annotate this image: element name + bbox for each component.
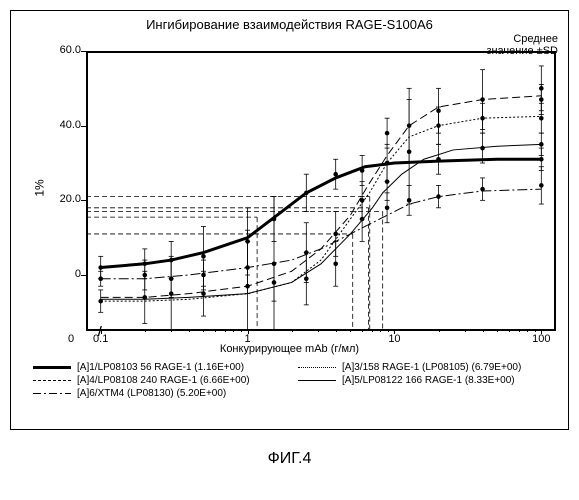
y-tick-mark bbox=[81, 200, 86, 201]
x-tick-mark bbox=[248, 329, 249, 334]
x-minor-tick bbox=[388, 329, 389, 332]
x-minor-tick bbox=[233, 329, 234, 332]
y-tick-mark bbox=[81, 126, 86, 127]
legend-row: [A]1/LP08103 56 RAGE-1 (1.16E+00) [A]3/15… bbox=[33, 361, 557, 374]
x-minor-tick bbox=[171, 329, 172, 332]
y-tick-label: 60.0 bbox=[51, 44, 81, 56]
legend: [A]1/LP08103 56 RAGE-1 (1.16E+00) [A]3/15… bbox=[33, 361, 557, 400]
x-minor-tick bbox=[439, 329, 440, 332]
y-tick-label: 20.0 bbox=[51, 193, 81, 205]
legend-row: [A]4/LP08108 240 RAGE-1 (6.66E+00) [A]5/L… bbox=[33, 374, 557, 387]
x-minor-tick bbox=[225, 329, 226, 332]
chart-title: Ингибирование взаимодействия RAGE-S100A6 bbox=[11, 17, 568, 32]
x-minor-tick bbox=[350, 329, 351, 332]
x-minor-tick bbox=[292, 329, 293, 332]
x-minor-tick bbox=[362, 329, 363, 332]
legend-label: [A]4/LP08108 240 RAGE-1 (6.66E+00) bbox=[77, 374, 292, 387]
x-minor-tick bbox=[535, 329, 536, 332]
x-minor-tick bbox=[336, 329, 337, 332]
x-minor-tick bbox=[145, 329, 146, 332]
x-minor-tick bbox=[465, 329, 466, 332]
x-minor-tick bbox=[318, 329, 319, 332]
y-tick-mark bbox=[81, 275, 86, 276]
plot-svg bbox=[86, 51, 556, 331]
legend-row: [A]6/XTM4 (LP08130) (5.20E+00) bbox=[33, 387, 557, 400]
x-tick-mark bbox=[394, 329, 395, 334]
legend-label: [A]3/158 RAGE-1 (LP08105) (6.79E+00) bbox=[342, 361, 557, 374]
chart-frame: Ингибирование взаимодействия RAGE-S100A6… bbox=[10, 10, 569, 430]
x-minor-tick bbox=[203, 329, 204, 332]
x-tick-mark bbox=[541, 329, 542, 334]
figure-label: ФИГ.4 bbox=[0, 450, 579, 468]
x-minor-tick bbox=[372, 329, 373, 332]
y-tick-label: 40.0 bbox=[51, 119, 81, 131]
x-minor-tick bbox=[189, 329, 190, 332]
legend-label: [A]5/LP08122 166 RAGE-1 (8.33E+00) bbox=[342, 374, 557, 387]
x-minor-tick bbox=[519, 329, 520, 332]
legend-label: [A]6/XTM4 (LP08130) (5.20E+00) bbox=[77, 387, 292, 400]
x-tick-mark bbox=[101, 329, 102, 334]
legend-label: [A]1/LP08103 56 RAGE-1 (1.16E+00) bbox=[77, 361, 292, 374]
x-axis-label: Конкурирующее mAb (г/мл) bbox=[11, 343, 568, 355]
y-tick-label: 0 bbox=[51, 268, 81, 280]
x-minor-tick bbox=[527, 329, 528, 332]
x-minor-tick bbox=[215, 329, 216, 332]
x-minor-tick bbox=[483, 329, 484, 332]
x-minor-tick bbox=[241, 329, 242, 332]
x-minor-tick bbox=[509, 329, 510, 332]
figure-container: Ингибирование взаимодействия RAGE-S100A6… bbox=[0, 0, 579, 500]
y-tick-mark bbox=[81, 51, 86, 52]
x-minor-tick bbox=[497, 329, 498, 332]
subtitle-l1: Среднее bbox=[513, 33, 558, 45]
x-minor-tick bbox=[380, 329, 381, 332]
y-axis-label: 1% bbox=[33, 179, 47, 196]
